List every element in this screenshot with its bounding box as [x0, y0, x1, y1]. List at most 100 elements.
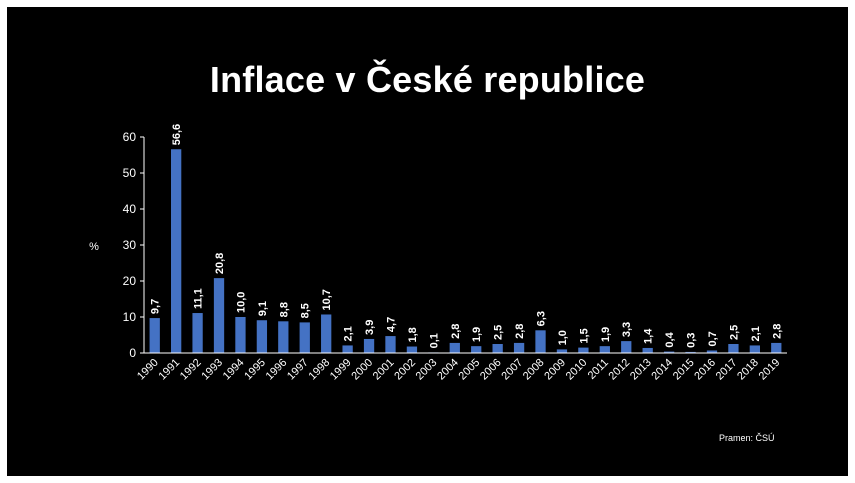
value-label-2006: 2,5 [493, 325, 505, 340]
bar-2007 [513, 342, 525, 353]
value-label-1995: 9,1 [257, 301, 269, 316]
value-label-2012: 3,3 [621, 322, 633, 337]
x-tick-label-2019: 2019 [757, 357, 783, 383]
value-label-2003: 0,1 [428, 333, 440, 348]
x-tick-label-2018: 2018 [735, 357, 761, 383]
bar-2013 [642, 347, 653, 353]
bar-2015 [685, 351, 696, 353]
x-tick-label-2016: 2016 [692, 357, 718, 383]
x-tick-label-2015: 2015 [671, 357, 697, 383]
bar-2005 [471, 346, 482, 353]
value-label-2004: 2,8 [450, 324, 462, 339]
bar-2008 [535, 330, 546, 353]
value-label-1990: 9,7 [150, 299, 162, 314]
value-label-2001: 4,7 [385, 317, 397, 332]
bar-1996 [278, 321, 289, 353]
x-tick-label-2001: 2001 [371, 357, 397, 383]
bar-1994 [235, 317, 246, 353]
value-label-1999: 2,1 [343, 326, 355, 341]
x-tick-label-1993: 1993 [199, 357, 225, 383]
x-tick-label-2002: 2002 [392, 357, 418, 383]
value-label-2017: 2,5 [728, 325, 740, 340]
bar-1993 [213, 278, 225, 353]
source-note: Pramen: ČSÚ [719, 433, 775, 443]
x-tick-label-2006: 2006 [478, 357, 504, 383]
x-tick-label-1996: 1996 [264, 357, 290, 383]
x-tick-label-2010: 2010 [564, 357, 590, 383]
bar-1990 [149, 318, 160, 353]
bar-2011 [599, 346, 610, 353]
value-label-2009: 1,0 [557, 330, 569, 345]
x-tick-label-2014: 2014 [649, 357, 675, 383]
y-axis-label: % [89, 241, 99, 253]
y-tick-label: 40 [123, 202, 137, 216]
bar-2009 [556, 349, 568, 353]
value-label-2002: 1,8 [407, 327, 419, 342]
bar-1999 [342, 345, 353, 353]
x-tick-label-2005: 2005 [457, 357, 483, 383]
value-label-2011: 1,9 [600, 327, 612, 342]
bar-2010 [578, 347, 589, 353]
x-tick-label-2004: 2004 [435, 357, 461, 383]
y-tick-label: 30 [123, 238, 137, 252]
value-label-2013: 1,4 [643, 328, 655, 344]
bar-2001 [385, 336, 396, 353]
bar-2018 [749, 345, 760, 353]
x-tick-label-2000: 2000 [349, 357, 375, 383]
value-labels: 9,7 56,6 11,1 20,8 10,0 9,1 8,8 8,5 10,7 2,1 3,9 4,… [150, 124, 784, 349]
y-axis: 0 10 20 30 40 50 60 [123, 130, 145, 360]
chart-title: Inflace v České republice [209, 59, 646, 100]
value-label-1997: 8,5 [300, 303, 312, 318]
x-tick-label-1998: 1998 [307, 357, 333, 383]
bar-2019 [771, 342, 782, 353]
value-label-1998: 10,7 [321, 289, 333, 310]
value-label-2018: 2,1 [750, 326, 762, 341]
y-tick-label: 50 [123, 166, 137, 180]
x-tick-label-1997: 1997 [285, 357, 311, 383]
x-tick-label-2007: 2007 [499, 357, 525, 383]
value-label-2019: 2,8 [771, 324, 783, 339]
bar-2016 [706, 350, 718, 353]
bar-1995 [256, 320, 268, 353]
x-tick-label-2017: 2017 [714, 357, 740, 383]
bar-2006 [492, 344, 503, 353]
bar-2000 [363, 338, 375, 353]
x-tick-label-1990: 1990 [135, 357, 161, 383]
value-label-1992: 11,1 [193, 288, 205, 309]
x-tick-label-2009: 2009 [542, 357, 568, 383]
bar-2004 [449, 342, 460, 353]
x-tick-label-2013: 2013 [628, 357, 654, 383]
slide: Inflace v České republice 0 10 20 30 40 50 60 … [7, 7, 848, 476]
x-tick-label-1992: 1992 [178, 357, 204, 383]
x-tick-label-1991: 1991 [156, 357, 182, 383]
bar-1997 [299, 322, 310, 353]
value-label-2005: 1,9 [471, 327, 483, 342]
value-label-1991: 56,6 [171, 124, 183, 145]
x-tick-label-1999: 1999 [328, 357, 354, 383]
value-label-2010: 1,5 [578, 328, 590, 343]
value-label-2015: 0,3 [686, 333, 698, 348]
x-tick-label-2012: 2012 [607, 357, 633, 383]
value-label-1994: 10,0 [235, 292, 247, 313]
bar-2012 [621, 341, 632, 353]
y-tick-label: 0 [129, 346, 136, 360]
bar-1992 [192, 313, 203, 353]
y-tick-label: 60 [123, 130, 137, 144]
value-label-1993: 20,8 [214, 253, 226, 274]
bar-2014 [663, 351, 675, 353]
y-tick-label: 20 [123, 274, 137, 288]
x-tick-label-1995: 1995 [242, 357, 268, 383]
x-tick-label-1994: 1994 [221, 357, 247, 383]
value-label-2007: 2,8 [514, 324, 526, 339]
value-label-1996: 8,8 [278, 302, 290, 317]
bars [149, 149, 782, 353]
x-tick-label-2011: 2011 [586, 357, 611, 382]
value-label-2014: 0,4 [664, 331, 676, 347]
value-label-2016: 0,7 [707, 331, 719, 346]
x-tick-label-2003: 2003 [414, 357, 440, 383]
value-label-2008: 6,3 [536, 311, 548, 326]
bar-2002 [406, 346, 418, 353]
bar-chart: 0 10 20 30 40 50 60 9,7 56,6 11,1 20,8 10,0 9,1 8,8 8… [89, 124, 787, 383]
bar-1991 [171, 149, 182, 353]
y-tick-label: 10 [123, 310, 137, 324]
